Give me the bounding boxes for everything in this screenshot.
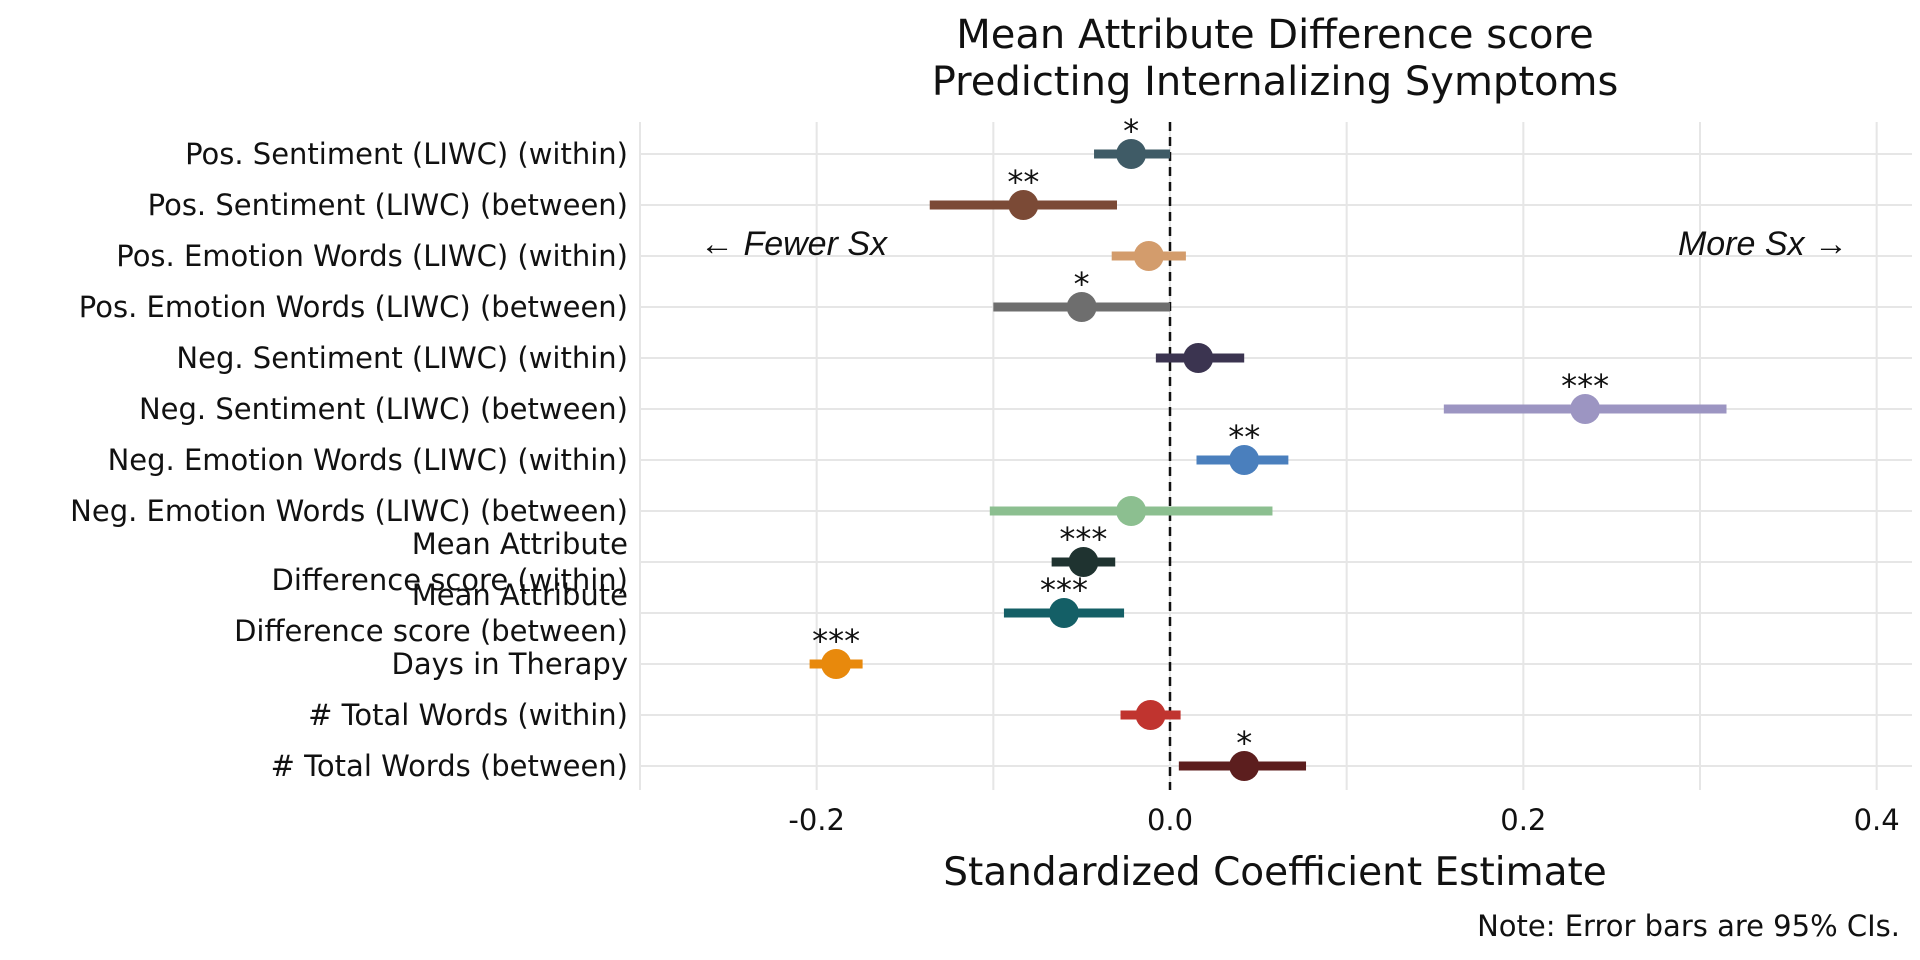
y-axis-label: Mean Attribute [412, 578, 628, 612]
y-axis-label: Pos. Sentiment (LIWC) (between) [148, 188, 628, 222]
y-axis-label: Mean Attribute [412, 527, 628, 561]
y-axis-label: # Total Words (within) [308, 698, 628, 732]
significance-label: *** [812, 622, 860, 660]
significance-label: *** [1040, 571, 1088, 609]
significance-label: * [1236, 724, 1252, 762]
y-axis-label: Pos. Sentiment (LIWC) (within) [185, 137, 628, 171]
y-axis-label: Neg. Sentiment (LIWC) (within) [176, 341, 628, 375]
estimates: ******************* [809, 112, 1727, 781]
significance-label: ** [1007, 163, 1039, 201]
point-estimate [1116, 139, 1147, 169]
x-tick-label: -0.2 [788, 803, 845, 837]
point-estimate [1135, 700, 1166, 730]
point-estimate [1229, 751, 1260, 781]
y-axis-label: Pos. Emotion Words (LIWC) (between) [79, 290, 628, 324]
y-axis-label: Days in Therapy [392, 647, 628, 681]
point-estimate [821, 649, 852, 679]
significance-label: ** [1228, 418, 1260, 456]
footnote: Note: Error bars are 95% CIs. [1477, 909, 1900, 943]
significance-label: *** [1561, 367, 1609, 405]
chart-title-line-2: Predicting Internalizing Symptoms [932, 59, 1619, 105]
significance-label: * [1123, 112, 1139, 150]
point-estimate [1049, 598, 1079, 628]
point-estimate [1008, 190, 1039, 220]
x-axis-title: Standardized Coefficient Estimate [943, 850, 1607, 895]
point-estimate [1068, 547, 1099, 577]
annotation-fewer-sx: ← Fewer Sx [700, 225, 888, 263]
chart-title-line-1: Mean Attribute Difference score [956, 12, 1593, 58]
y-axis-label: Difference score (within) [272, 563, 628, 597]
significance-label: * [1074, 265, 1090, 303]
x-tick-label: 0.2 [1500, 803, 1546, 837]
point-estimate [1570, 394, 1601, 424]
x-tick-label: 0.0 [1147, 803, 1193, 837]
point-estimate [1066, 292, 1097, 322]
point-estimate [1133, 241, 1164, 271]
point-estimate [1116, 496, 1147, 526]
y-axis-label: Neg. Sentiment (LIWC) (between) [139, 392, 628, 426]
x-tick-label: 0.4 [1854, 803, 1900, 837]
annotation-more-sx: More Sx → [1678, 225, 1848, 263]
point-estimate [1183, 343, 1214, 373]
y-axis-label: Difference score (between) [234, 614, 628, 648]
significance-label: *** [1059, 520, 1107, 558]
y-axis-labels: Pos. Sentiment (LIWC) (within) Pos. Senti… [70, 137, 628, 783]
y-axis-label: # Total Words (between) [271, 749, 628, 783]
x-axis-ticks: -0.2 0.0 0.2 0.4 [788, 803, 1899, 837]
y-axis-label: Neg. Emotion Words (LIWC) (between) [70, 494, 628, 528]
point-estimate [1229, 445, 1260, 475]
y-axis-label: Neg. Emotion Words (LIWC) (within) [108, 443, 628, 477]
y-axis-label: Pos. Emotion Words (LIWC) (within) [116, 239, 628, 273]
